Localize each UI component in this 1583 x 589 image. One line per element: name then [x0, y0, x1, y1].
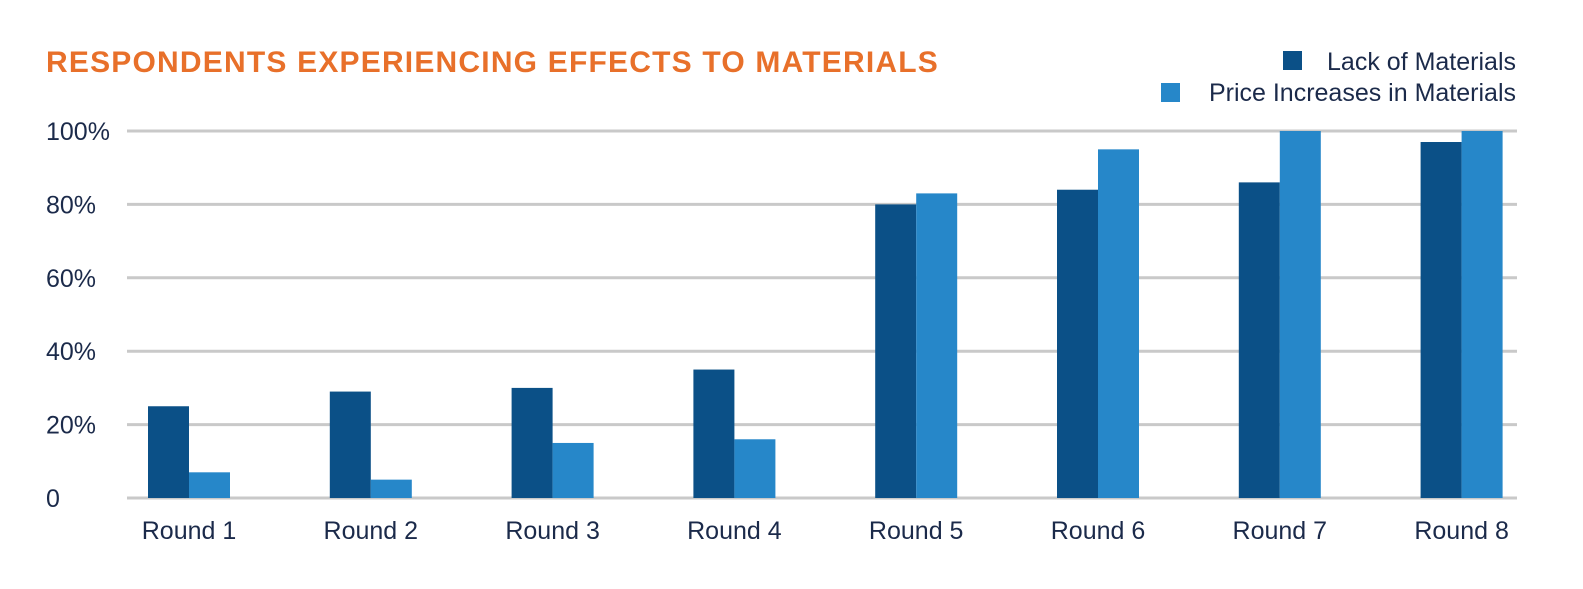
- bar-lack-of-materials: [1057, 189, 1098, 498]
- bar-price-increases: [1279, 131, 1321, 498]
- y-tick-label: 60%: [46, 265, 96, 293]
- x-tick-label: Round 5: [869, 517, 964, 545]
- bar-lack-of-materials: [511, 387, 553, 498]
- bar-price-increases: [916, 193, 958, 498]
- bar-lack-of-materials: [875, 204, 917, 498]
- bar-price-increases: [1461, 131, 1503, 498]
- bar-lack-of-materials: [1238, 182, 1280, 498]
- bar-price-increases: [370, 479, 412, 498]
- legend-label-price-increases: Price Increases in Materials: [1209, 79, 1516, 107]
- x-tick-label: Round 7: [1233, 517, 1328, 545]
- y-tick-label: 20%: [46, 412, 96, 440]
- bars: [148, 131, 1503, 498]
- x-tick-label: Round 2: [324, 517, 419, 545]
- y-tick-label: 0: [46, 485, 60, 513]
- legend-swatch-lack-of-materials: [1283, 51, 1302, 70]
- y-axis-ticks: 0 20% 40% 60% 80% 100%: [46, 118, 110, 513]
- x-tick-label: Round 6: [1051, 517, 1146, 545]
- bar-price-increases: [552, 442, 594, 498]
- bar-price-increases: [734, 439, 776, 498]
- y-tick-label: 40%: [46, 338, 96, 366]
- bar-lack-of-materials: [148, 406, 189, 498]
- bar-price-increases: [1098, 149, 1139, 498]
- legend-swatch-price-increases: [1161, 83, 1180, 102]
- y-tick-label: 80%: [46, 191, 96, 219]
- x-axis-ticks: Round 1 Round 2 Round 3 Round 4 Round 5 Round…: [142, 517, 1509, 545]
- chart-title: RESPONDENTS EXPERIENCING EFFECTS TO MATE…: [46, 46, 939, 79]
- y-tick-label: 100%: [46, 118, 110, 146]
- x-tick-label: Round 1: [142, 517, 237, 545]
- legend: Lack of Materials Price Increases in Mat…: [1161, 48, 1516, 107]
- bar-lack-of-materials: [1420, 142, 1462, 498]
- legend-label-lack-of-materials: Lack of Materials: [1327, 48, 1516, 76]
- bar-lack-of-materials: [693, 369, 735, 498]
- x-tick-label: Round 3: [505, 517, 600, 545]
- x-tick-label: Round 4: [687, 517, 782, 545]
- bar-price-increases: [189, 472, 230, 498]
- bar-lack-of-materials: [329, 391, 371, 498]
- x-tick-label: Round 8: [1414, 517, 1509, 545]
